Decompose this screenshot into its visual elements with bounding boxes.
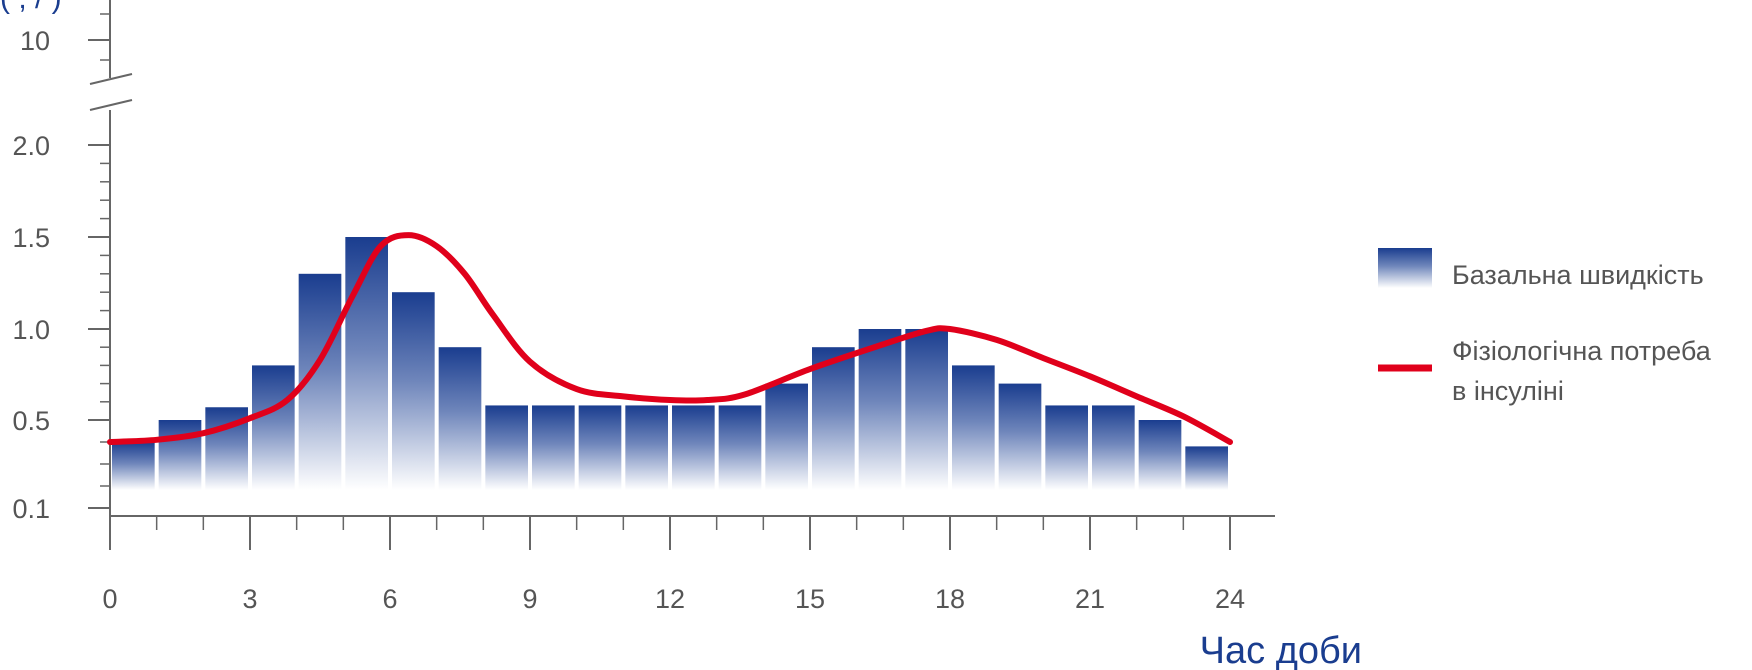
x-axis-title: Час доби [1200,630,1362,670]
bar [112,442,155,490]
bar [765,383,808,490]
legend: Базальна швидкість Фізіологічна потреба … [1378,248,1712,406]
x-tick-label: 0 [102,584,117,614]
bar [998,383,1042,490]
bar [1138,420,1182,490]
bar [532,405,575,490]
x-tick-label: 18 [935,584,965,614]
y-tick-label: 1.0 [12,315,50,345]
x-tick-label: 6 [382,584,397,614]
bar [345,237,388,490]
x-tick-label: 12 [655,584,685,614]
bar [672,405,715,490]
bar [252,365,295,490]
bar [905,329,948,490]
bar [578,405,622,490]
bar [1045,405,1088,490]
x-tick-label: 21 [1075,584,1105,614]
y-tick-label: 1.5 [12,223,50,253]
bar [625,405,668,490]
bar [438,347,482,490]
x-tick-label: 9 [522,584,537,614]
bar [718,405,762,490]
bar [858,329,902,490]
bar [392,292,435,490]
legend-label-need-line1: Фізіологічна потреба [1452,336,1712,366]
bar [812,347,855,490]
y-axis-break-mark [89,73,133,85]
y-axis-break-mark [89,99,133,111]
y-tick-label: 10 [20,26,50,56]
y-tick-label: 2.0 [12,131,50,161]
y-tick-labels: 0.1 0.5 1.0 1.5 2.0 10 [12,26,50,524]
physiological-need-line [107,232,1233,445]
y-tick-label: 0.5 [12,406,50,436]
legend-label-basal-rate: Базальна швидкість [1452,260,1704,290]
bar [952,365,995,490]
x-tick-label: 3 [242,584,257,614]
x-tick-label: 15 [795,584,825,614]
axes-group [88,0,1275,550]
y-tick-label: 0.1 [12,494,50,524]
x-tick-label: 24 [1215,584,1245,614]
bar [1092,405,1135,490]
bar [1185,446,1228,490]
x-tick-labels: 0 3 6 9 12 15 18 21 24 [102,584,1245,614]
top-text-fragment: ( , / ) [0,0,62,15]
legend-bar-swatch [1378,248,1432,288]
legend-label-need-line2: в інсуліні [1452,376,1564,406]
bar [158,420,202,490]
bar [485,405,528,490]
